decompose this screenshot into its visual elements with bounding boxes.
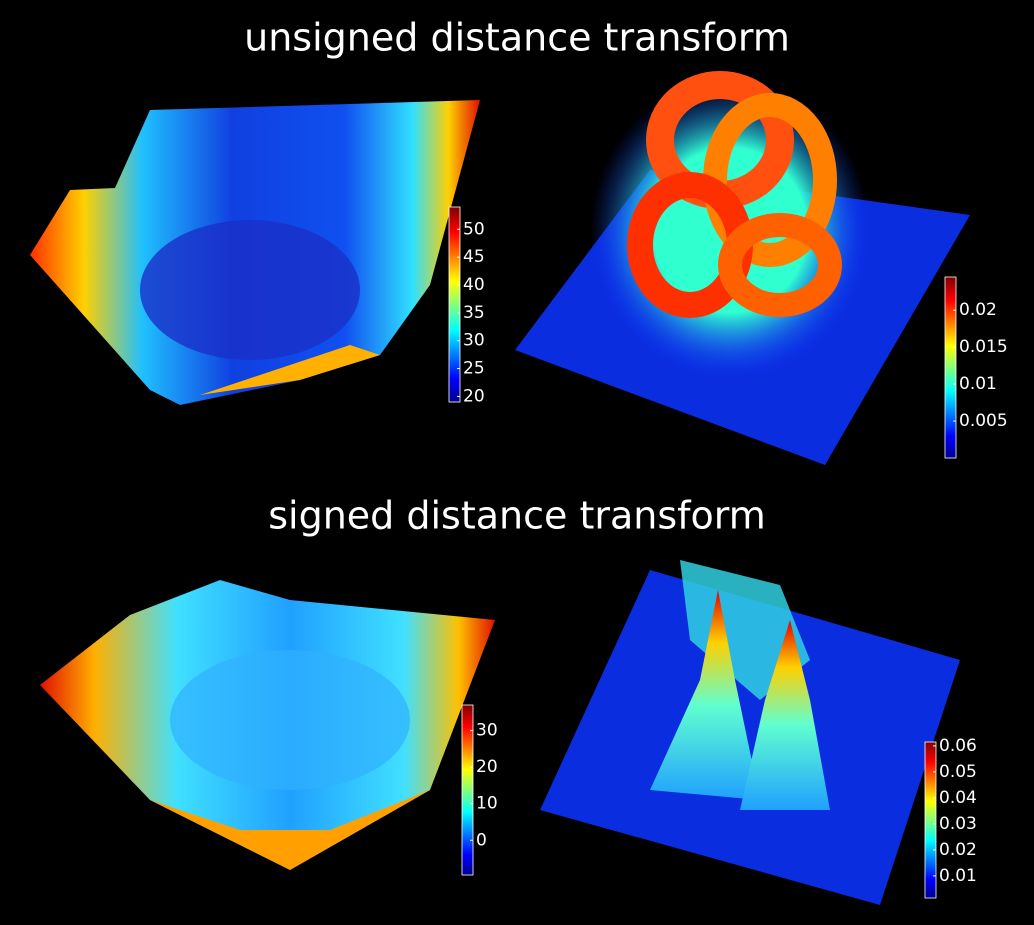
colorbar bbox=[449, 207, 460, 402]
colorbar-tick-label: 0.02 bbox=[939, 840, 977, 860]
colorbar-tick-label: 0.005 bbox=[959, 411, 1008, 431]
colorbar-tick-label: 40 bbox=[463, 275, 485, 295]
colorbar-tick-label: 0.06 bbox=[939, 736, 977, 756]
colorbar-tick-label: 45 bbox=[463, 247, 485, 267]
colorbar-tick-label: 20 bbox=[476, 757, 498, 777]
section-title: signed distance transform bbox=[268, 494, 766, 538]
figure: unsigned distance transform 20 25 30 35 40 45 5… bbox=[0, 0, 1034, 925]
section-title: unsigned distance transform bbox=[244, 16, 790, 60]
colorbar-tick-label: 0 bbox=[476, 830, 487, 850]
colorbar-tick-label: 0.02 bbox=[959, 300, 997, 320]
colorbar-tick-label: 30 bbox=[476, 721, 498, 741]
colorbar-tick-label: 0.01 bbox=[959, 374, 997, 394]
colorbar bbox=[925, 742, 936, 898]
colorbar-tick-label: 0.04 bbox=[939, 788, 977, 808]
colorbar-tick-label: 0.015 bbox=[959, 337, 1008, 357]
colorbar-tick-label: 20 bbox=[463, 386, 485, 406]
colorbar-tick-label: 0.03 bbox=[939, 814, 977, 834]
colorbar-tick-label: 10 bbox=[476, 794, 498, 814]
colorbar bbox=[945, 277, 956, 458]
colorbar-tick-label: 0.01 bbox=[939, 866, 977, 886]
colorbar-tick-label: 50 bbox=[463, 219, 485, 239]
colorbar-tick-label: 30 bbox=[463, 331, 485, 351]
colorbar-tick-label: 0.05 bbox=[939, 762, 977, 782]
colorbar-tick-label: 35 bbox=[463, 303, 485, 323]
colorbar-tick-label: 25 bbox=[463, 359, 485, 379]
